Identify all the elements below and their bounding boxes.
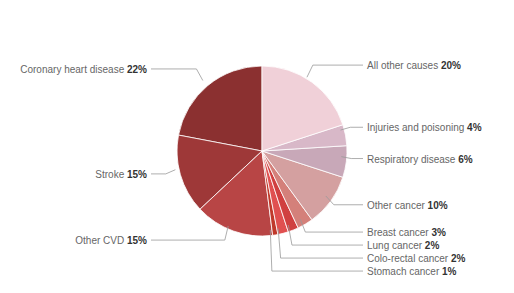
- svg-text:Colo-rectal cancer 2%: Colo-rectal cancer 2%: [367, 253, 465, 264]
- svg-text:Other cancer 10%: Other cancer 10%: [367, 199, 448, 210]
- svg-text:Coronary heart disease 22%: Coronary heart disease 22%: [20, 63, 147, 74]
- svg-text:All other causes 20%: All other causes 20%: [367, 60, 461, 71]
- svg-text:Respiratory disease 6%: Respiratory disease 6%: [367, 153, 473, 164]
- svg-text:Other CVD 15%: Other CVD 15%: [75, 235, 147, 246]
- svg-text:Lung cancer 2%: Lung cancer 2%: [367, 240, 439, 251]
- svg-text:Stroke 15%: Stroke 15%: [95, 168, 147, 179]
- svg-text:Breast cancer 3%: Breast cancer 3%: [367, 227, 446, 238]
- svg-text:Injuries and poisoning 4%: Injuries and poisoning 4%: [367, 122, 482, 133]
- svg-text:Stomach cancer 1%: Stomach cancer 1%: [367, 266, 457, 277]
